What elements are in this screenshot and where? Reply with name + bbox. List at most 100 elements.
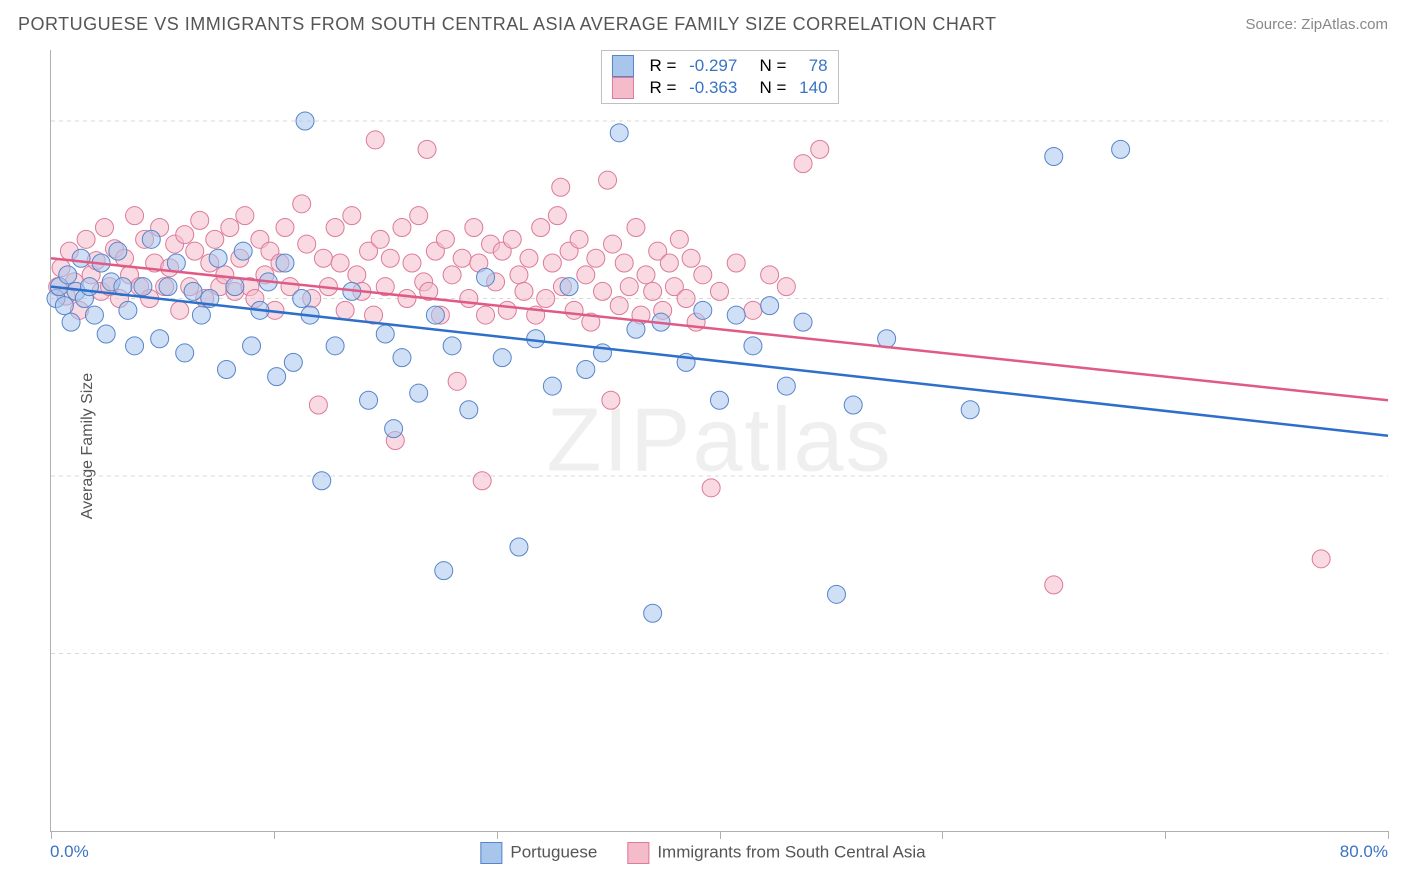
scatter-point (644, 282, 662, 300)
scatter-point (184, 282, 202, 300)
scatter-point (298, 235, 316, 253)
scatter-point (510, 266, 528, 284)
scatter-point (313, 472, 331, 490)
legend-row-series-0: R = -0.297 N = 78 (611, 55, 827, 77)
scatter-point (543, 377, 561, 395)
scatter-point (520, 249, 538, 267)
scatter-point (403, 254, 421, 272)
scatter-point (410, 207, 428, 225)
scatter-point (677, 290, 695, 308)
scatter-point (360, 391, 378, 409)
scatter-point (878, 330, 896, 348)
swatch-bottom-1 (627, 842, 649, 864)
scatter-point (398, 290, 416, 308)
scatter-point (570, 230, 588, 248)
scatter-point (532, 219, 550, 237)
scatter-point (151, 330, 169, 348)
scatter-point (85, 306, 103, 324)
scatter-point (460, 290, 478, 308)
scatter-point (620, 278, 638, 296)
scatter-point (159, 278, 177, 296)
scatter-point (276, 254, 294, 272)
scatter-point (811, 140, 829, 158)
swatch-bottom-0 (480, 842, 502, 864)
scatter-point (226, 278, 244, 296)
chart-plot-area: ZIPatlas R = -0.297 N = 78 R = -0.363 N … (50, 50, 1388, 832)
scatter-point (515, 282, 533, 300)
scatter-point (221, 219, 239, 237)
scatter-point (109, 242, 127, 260)
scatter-point (97, 325, 115, 343)
scatter-point (477, 306, 495, 324)
scatter-point (594, 282, 612, 300)
scatter-point (326, 219, 344, 237)
scatter-point (777, 377, 795, 395)
scatter-point (493, 349, 511, 367)
scatter-point (336, 301, 354, 319)
scatter-point (206, 230, 224, 248)
scatter-point (498, 301, 516, 319)
scatter-point (236, 207, 254, 225)
scatter-point (393, 219, 411, 237)
scatter-point (711, 282, 729, 300)
scatter-point (293, 290, 311, 308)
source-label: Source: ZipAtlas.com (1245, 16, 1388, 33)
scatter-point (393, 349, 411, 367)
scatter-point (744, 301, 762, 319)
scatter-point (510, 538, 528, 556)
scatter-point (777, 278, 795, 296)
scatter-point (577, 361, 595, 379)
scatter-point (309, 396, 327, 414)
scatter-point (217, 361, 235, 379)
scatter-point (682, 249, 700, 267)
scatter-point (460, 401, 478, 419)
scatter-point (436, 230, 454, 248)
scatter-point (176, 226, 194, 244)
scatter-point (77, 230, 95, 248)
scatter-point (134, 278, 152, 296)
scatter-point (637, 266, 655, 284)
scatter-point (670, 230, 688, 248)
scatter-point (234, 242, 252, 260)
scatter-point (80, 278, 98, 296)
scatter-point (314, 249, 332, 267)
scatter-point (243, 337, 261, 355)
scatter-point (744, 337, 762, 355)
scatter-point (381, 249, 399, 267)
scatter-point (72, 249, 90, 267)
scatter-point (126, 207, 144, 225)
scatter-point (627, 320, 645, 338)
scatter-point (552, 178, 570, 196)
x-tick (942, 831, 943, 839)
scatter-point (604, 235, 622, 253)
scatter-point (59, 266, 77, 284)
scatter-point (560, 278, 578, 296)
scatter-point (587, 249, 605, 267)
scatter-point (727, 306, 745, 324)
scatter-point (761, 266, 779, 284)
scatter-point (119, 301, 137, 319)
scatter-point (293, 195, 311, 213)
scatter-point (537, 290, 555, 308)
scatter-point (443, 337, 461, 355)
scatter-point (191, 211, 209, 229)
regression-line (51, 258, 1388, 400)
scatter-point (284, 353, 302, 371)
x-axis-min-label: 0.0% (50, 842, 89, 862)
scatter-point (192, 306, 210, 324)
scatter-point (577, 266, 595, 284)
scatter-svg (51, 50, 1388, 831)
scatter-point (435, 562, 453, 580)
scatter-point (95, 219, 113, 237)
scatter-point (844, 396, 862, 414)
scatter-point (453, 249, 471, 267)
scatter-point (644, 604, 662, 622)
x-tick (51, 831, 52, 839)
scatter-point (186, 242, 204, 260)
scatter-point (385, 420, 403, 438)
scatter-point (610, 297, 628, 315)
scatter-point (331, 254, 349, 272)
x-tick (274, 831, 275, 839)
scatter-point (565, 301, 583, 319)
scatter-point (62, 313, 80, 331)
